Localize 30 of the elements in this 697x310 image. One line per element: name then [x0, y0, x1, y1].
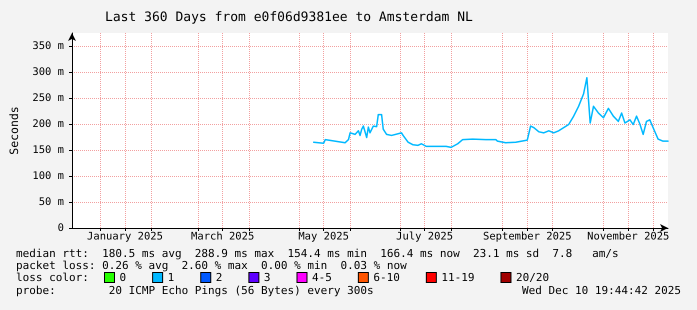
y-tick-label: 250 m [32, 92, 64, 104]
y-tick-label: 350 m [32, 40, 64, 52]
x-tick-label: July 2025 [396, 230, 454, 242]
line-series [312, 76, 669, 148]
y-tick-label: 50 m [38, 196, 64, 208]
y-tick-label: 200 m [32, 118, 64, 130]
legend-label: 11-19 [441, 271, 474, 284]
legend-title: loss color: [16, 271, 89, 284]
legend-label: 20/20 [516, 271, 550, 284]
x-tick-label: May 2025 [298, 230, 349, 242]
text: packet loss: 0.26 % avg 2.60 % max 0.00 % min 0.03 % now [16, 259, 408, 272]
legend-label: 4-5 [312, 271, 332, 284]
text: median rtt: 180.5 ms avg 288.9 ms max 154.4 ms min 166.4 ms now 23.1 ms sd 7.8 am/s [16, 247, 619, 260]
x-tick-label: March 2025 [191, 230, 254, 242]
text: probe: 20 ICMP Echo Pings (56 Bytes) every 300s [16, 284, 374, 297]
text: Wed Dec 10 19:44:42 2025 [522, 284, 682, 297]
x-tick-label: September 2025 [483, 230, 572, 242]
legend-label: 6-10 [373, 271, 400, 284]
x-tick-label: November 2025 [587, 230, 670, 242]
chart-title: Last 360 Days from e0f06d9381ee to Amsterdam NL [105, 10, 474, 25]
x-tick-label: January 2025 [87, 230, 163, 242]
y-tick-label: 0 [58, 222, 64, 234]
legend-label: 3 [264, 271, 270, 284]
legend-label: 1 [168, 271, 174, 284]
y-tick-label: 100 m [32, 170, 64, 182]
y-axis-title: Seconds [7, 106, 21, 155]
legend-label: 0 [120, 271, 126, 284]
y-tick-label: 300 m [32, 66, 64, 78]
legend-label: 2 [216, 271, 222, 284]
y-tick-label: 150 m [32, 144, 64, 156]
